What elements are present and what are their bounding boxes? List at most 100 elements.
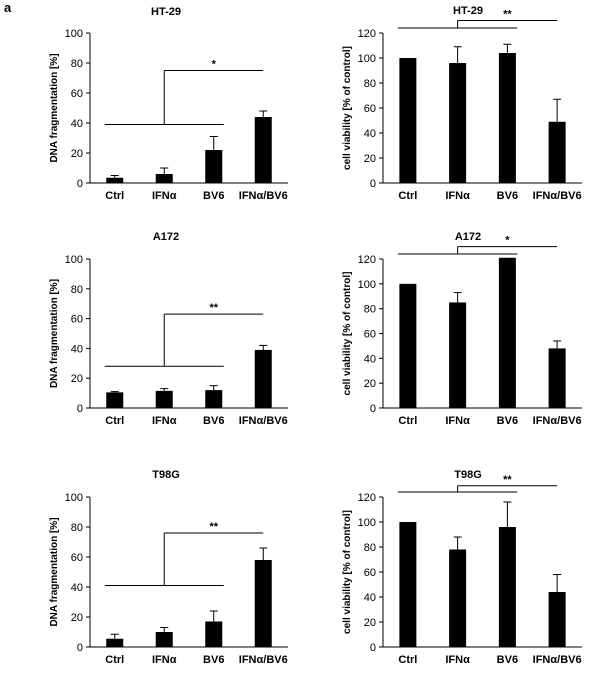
y-tick-label: 20 (364, 378, 376, 390)
x-tick-label: IFNα/BV6 (239, 190, 288, 202)
y-axis-label: DNA fragmentation [%] (49, 53, 60, 162)
bar (254, 117, 272, 183)
bar (449, 549, 467, 647)
x-tick-label: BV6 (497, 654, 518, 666)
x-tick-label: Ctrl (398, 654, 417, 666)
x-tick-label: IFNα/BV6 (533, 190, 582, 202)
y-tick-label: 80 (364, 542, 376, 554)
chart-t98g-dna: T98G 0 20 40 60 80 100 DNA fragmentation [%] Ctr… (49, 469, 288, 666)
y-tick-label: 80 (364, 304, 376, 316)
y-tick-label: 60 (364, 329, 376, 341)
chart-title: T98G (152, 469, 180, 481)
y-axis-label: DNA fragmentation [%] (49, 517, 60, 626)
x-tick-label: IFNα (152, 190, 177, 202)
y-tick-label: 100 (65, 254, 83, 266)
y-tick-label: 0 (77, 642, 83, 654)
significance-label: ** (209, 521, 218, 533)
y-tick-label: 40 (71, 343, 83, 355)
bar (548, 592, 566, 647)
bar (205, 390, 223, 408)
bar (205, 150, 223, 183)
x-tick-label: IFNα (445, 654, 470, 666)
y-axis-label: DNA fragmentation [%] (49, 279, 60, 388)
y-axis-label: cell viability [% of control] (342, 510, 353, 634)
y-tick-label: 20 (364, 617, 376, 629)
y-tick-label: 0 (77, 178, 83, 190)
significance-label: ** (503, 9, 512, 21)
y-tick-label: 0 (77, 403, 83, 415)
bar (498, 527, 516, 647)
y-tick-label: 60 (364, 567, 376, 579)
y-tick-label: 40 (364, 353, 376, 365)
significance-label: * (505, 235, 510, 247)
y-tick-label: 80 (364, 78, 376, 90)
x-tick-label: Ctrl (105, 415, 124, 427)
x-tick-label: Ctrl (398, 190, 417, 202)
bar (106, 638, 124, 647)
chart-ht29-viability: HT-29 0 20 40 60 80 100 120 cell viability [% of… (342, 5, 582, 202)
y-tick-label: 120 (358, 28, 376, 40)
bar (548, 121, 566, 183)
panel-letter: a (4, 0, 12, 15)
y-tick-label: 20 (364, 153, 376, 165)
chart-a172-viability: A172 0 20 40 60 80 100 120 cell viability [% of … (342, 231, 582, 427)
y-tick-label: 100 (65, 492, 83, 504)
x-tick-label: IFNα (152, 654, 177, 666)
y-tick-label: 40 (364, 592, 376, 604)
bar (155, 632, 173, 647)
y-tick-label: 20 (71, 373, 83, 385)
y-tick-label: 120 (358, 492, 376, 504)
bar (399, 283, 417, 408)
y-axis-label: cell viability [% of control] (342, 272, 353, 396)
x-tick-label: BV6 (203, 415, 224, 427)
y-tick-label: 60 (71, 314, 83, 326)
x-tick-label: BV6 (497, 415, 518, 427)
y-tick-label: 80 (71, 284, 83, 296)
x-tick-label: BV6 (203, 654, 224, 666)
bar (106, 392, 124, 408)
chart-title: HT-29 (151, 6, 181, 18)
x-tick-label: IFNα/BV6 (533, 415, 582, 427)
y-tick-label: 40 (364, 128, 376, 140)
y-axis-label: cell viability [% of control] (342, 46, 353, 170)
bar (205, 621, 223, 647)
chart-title: HT-29 (453, 5, 483, 17)
chart-ht29-dna: HT-29 0 20 40 60 80 100 DNA fragmentation [%] Ct… (49, 6, 288, 202)
x-tick-label: IFNα/BV6 (239, 654, 288, 666)
y-tick-label: 40 (71, 118, 83, 130)
chart-title: A172 (455, 231, 481, 243)
bar (449, 63, 467, 183)
bar (254, 560, 272, 647)
bar (399, 58, 417, 183)
bar (548, 348, 566, 408)
y-tick-label: 80 (71, 522, 83, 534)
bar (498, 53, 516, 183)
y-tick-label: 60 (71, 88, 83, 100)
significance-label: ** (503, 474, 512, 486)
x-tick-label: Ctrl (105, 190, 124, 202)
significance-label: * (212, 59, 217, 71)
y-tick-label: 0 (370, 642, 376, 654)
y-tick-label: 120 (358, 254, 376, 266)
y-tick-label: 20 (71, 612, 83, 624)
x-tick-label: BV6 (497, 190, 518, 202)
x-tick-label: Ctrl (398, 415, 417, 427)
significance-label: ** (209, 302, 218, 314)
y-tick-label: 0 (370, 403, 376, 415)
y-tick-label: 20 (71, 148, 83, 160)
x-tick-label: IFNα (445, 415, 470, 427)
chart-title: A172 (153, 231, 179, 243)
y-tick-label: 100 (358, 53, 376, 65)
x-tick-label: IFNα (152, 415, 177, 427)
y-tick-label: 100 (358, 279, 376, 291)
x-tick-label: Ctrl (105, 654, 124, 666)
x-tick-label: IFNα (445, 190, 470, 202)
y-tick-label: 80 (71, 58, 83, 70)
bar (399, 522, 417, 647)
x-tick-label: IFNα/BV6 (533, 654, 582, 666)
chart-a172-dna: A172 0 20 40 60 80 100 DNA fragmentation [%] Ctr… (49, 231, 288, 427)
y-tick-label: 60 (364, 103, 376, 115)
y-tick-label: 0 (370, 178, 376, 190)
bar (254, 349, 272, 408)
